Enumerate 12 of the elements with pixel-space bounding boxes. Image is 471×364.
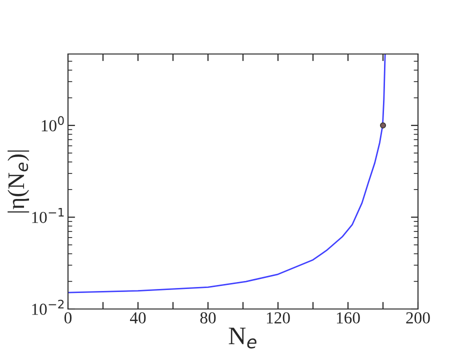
x-tick-label: 160 xyxy=(336,312,360,324)
y-tick-label: 10$^{−1}$ xyxy=(32,208,64,224)
y-tick-label: 10$^{−2}$ xyxy=(32,300,64,315)
x-axis-title: N$_{e}$ xyxy=(228,328,256,348)
y-axis-title: |η(N$_{e}$)| xyxy=(8,150,30,213)
y-tick-label: 10$^{0}$ xyxy=(42,116,64,132)
x-tick-label: 120 xyxy=(266,312,290,324)
x-tick-label: 80 xyxy=(200,312,216,324)
x-tick-label: 200 xyxy=(406,312,430,324)
line-series xyxy=(68,54,386,294)
x-tick-label: 0 xyxy=(64,312,72,324)
x-tick-label: 40 xyxy=(130,312,146,324)
